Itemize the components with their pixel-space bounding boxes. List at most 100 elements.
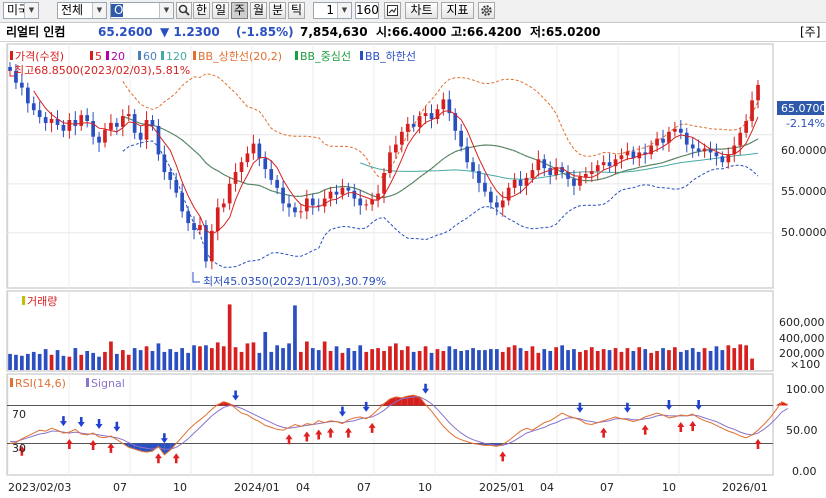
volume-bar — [601, 349, 606, 370]
volume-bar — [204, 345, 208, 370]
count-input[interactable]: 1 ▼ — [313, 2, 352, 19]
candle-body — [726, 154, 731, 163]
x-label: 04 — [296, 481, 310, 494]
volume-bar — [376, 348, 380, 370]
x-label: 10 — [662, 481, 676, 494]
candle-body — [584, 174, 588, 177]
volume-bar — [37, 353, 42, 370]
period-button-han[interactable]: 한 — [193, 2, 210, 19]
volume-bar — [269, 351, 274, 370]
candle-body — [263, 158, 268, 170]
period-label: 주 — [233, 3, 246, 17]
legend-swatch — [295, 51, 298, 60]
candle-body — [601, 162, 606, 166]
volume-bar — [144, 346, 149, 371]
chevron-down-icon[interactable]: ▼ — [337, 3, 351, 18]
chart-area[interactable]: 가격(수정) 5 20 60 120 BB_상한선(20,2) BB_중심선 B… — [0, 42, 826, 495]
code-input[interactable]: O ▼ — [110, 2, 174, 19]
x-label: 10 — [418, 481, 432, 494]
market-select[interactable]: 미국 ▼ — [3, 2, 39, 19]
period-button-month[interactable]: 월 — [250, 2, 267, 19]
candle-body — [489, 191, 493, 203]
sell-signal-arrow — [362, 401, 370, 412]
candle-body — [97, 136, 101, 143]
period-button-day[interactable]: 일 — [212, 2, 229, 19]
candle-body — [518, 179, 523, 186]
candle-body — [625, 151, 630, 156]
legend-ma20: 20 — [111, 50, 125, 63]
candle-body — [299, 211, 303, 213]
candle-body — [186, 211, 190, 224]
price-layer — [8, 62, 760, 283]
volume-bar — [429, 352, 434, 370]
volume-bar — [720, 350, 725, 370]
buy-signal-arrow — [677, 421, 685, 432]
volume-bar — [584, 350, 588, 370]
volume-bar — [138, 350, 143, 370]
search-button[interactable] — [176, 2, 192, 19]
volume-bar — [109, 341, 113, 370]
chart-button[interactable]: 차트 — [405, 2, 438, 19]
chevron-down-icon[interactable]: ▼ — [24, 3, 38, 18]
volume-bar — [186, 352, 190, 370]
period-button-tick[interactable]: 틱 — [288, 2, 305, 19]
candle-body — [61, 124, 66, 131]
period-button-minute[interactable]: 분 — [269, 2, 286, 19]
buy-signal-arrow — [641, 424, 649, 435]
volume-bar — [417, 351, 422, 370]
range-input[interactable]: 160 — [355, 2, 379, 19]
volume-bar — [322, 341, 327, 370]
candle-body — [79, 115, 84, 126]
legend-rsi: RSI(14,6) — [15, 377, 66, 390]
volume-bar — [263, 332, 268, 370]
volume-bar — [382, 351, 386, 370]
candle-body — [655, 138, 659, 146]
stock-chart[interactable]: 가격(수정) 5 20 60 120 BB_상한선(20,2) BB_중심선 B… — [0, 42, 826, 495]
legend-swatch — [193, 51, 196, 60]
candle-body — [37, 110, 42, 118]
legend-price: 가격(수정) — [15, 50, 64, 63]
candle-body — [673, 128, 677, 132]
category-select[interactable]: 전체 ▼ — [57, 2, 107, 19]
buy-signal-arrow — [754, 439, 762, 450]
volume-bar — [85, 351, 89, 370]
x-label: 07 — [357, 481, 371, 494]
gear-icon — [481, 5, 492, 16]
volume-bar — [287, 343, 291, 370]
chevron-down-icon[interactable]: ▼ — [92, 3, 106, 18]
candle-body — [613, 159, 618, 167]
volume-bar — [132, 348, 137, 370]
candle-body — [382, 173, 386, 194]
candle-body — [423, 113, 428, 116]
candle-body — [619, 155, 624, 160]
buy-signal-arrow — [600, 427, 608, 438]
zoom-button[interactable] — [384, 2, 401, 19]
rsi-overbought-fill — [389, 396, 396, 406]
period-button-week[interactable]: 주 — [231, 2, 248, 19]
volume-bar — [103, 351, 107, 370]
volume-bar — [738, 344, 743, 370]
volume-multiplier: ×100 — [790, 358, 820, 371]
candle-body — [429, 113, 434, 119]
buy-signal-arrow — [315, 429, 323, 440]
sell-signal-arrow — [59, 416, 67, 427]
sell-signal-arrow — [695, 399, 703, 410]
price-tick: 50.0000 — [781, 226, 826, 239]
volume-bar — [542, 349, 547, 370]
buy-signal-arrow — [107, 442, 115, 453]
indicator-button[interactable]: 지표 — [441, 2, 474, 19]
candle-body — [305, 198, 309, 212]
candle-body — [512, 179, 517, 188]
volume-bar — [471, 348, 475, 370]
settings-button[interactable] — [478, 2, 495, 19]
rsi-panel[interactable] — [6, 373, 774, 476]
volume-bar — [233, 347, 238, 370]
candle-body — [352, 190, 357, 199]
x-label: 04 — [540, 481, 554, 494]
candle-body — [49, 119, 54, 123]
sell-signal-arrow — [338, 406, 346, 417]
last-change-tag: -2.14% — [786, 117, 825, 130]
volume-bar — [726, 345, 731, 370]
volume-bar — [150, 351, 155, 370]
chevron-down-icon[interactable]: ▼ — [159, 3, 173, 18]
